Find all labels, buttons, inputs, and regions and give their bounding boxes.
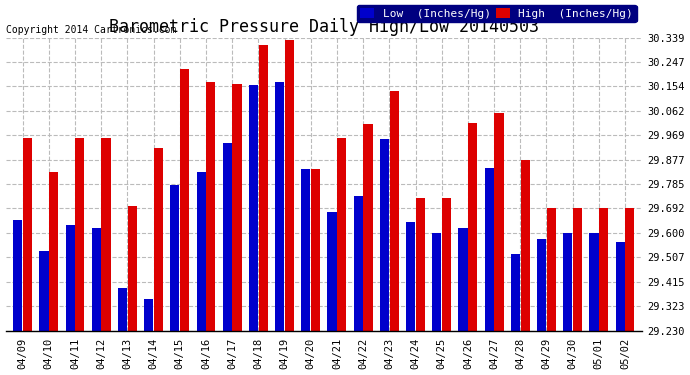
Bar (546, 208, 556, 330)
Bar (180, 69, 189, 330)
Bar (101, 138, 110, 330)
Bar (337, 138, 346, 330)
Bar (615, 242, 624, 330)
Bar (432, 233, 442, 330)
Bar (118, 288, 127, 330)
Bar (128, 206, 137, 330)
Legend: Low  (Inches/Hg), High  (Inches/Hg): Low (Inches/Hg), High (Inches/Hg) (357, 5, 637, 22)
Bar (537, 239, 546, 330)
Bar (170, 185, 179, 330)
Bar (197, 172, 206, 330)
Bar (364, 124, 373, 330)
Bar (589, 233, 599, 330)
Bar (311, 170, 320, 330)
Bar (406, 222, 415, 330)
Bar (302, 170, 310, 330)
Bar (206, 82, 215, 330)
Text: Copyright 2014 Cartronics.com: Copyright 2014 Cartronics.com (6, 25, 176, 34)
Bar (599, 208, 609, 330)
Bar (75, 138, 84, 330)
Bar (275, 82, 284, 330)
Title: Barometric Pressure Daily High/Low 20140503: Barometric Pressure Daily High/Low 20140… (109, 18, 539, 36)
Bar (458, 228, 468, 330)
Bar (468, 123, 477, 330)
Bar (416, 198, 425, 330)
Bar (144, 299, 153, 330)
Bar (484, 168, 494, 330)
Bar (13, 220, 22, 330)
Bar (442, 198, 451, 330)
Bar (494, 112, 504, 330)
Bar (49, 172, 58, 330)
Bar (66, 225, 75, 330)
Bar (380, 139, 389, 330)
Bar (390, 92, 399, 330)
Bar (39, 251, 48, 330)
Bar (154, 148, 163, 330)
Bar (223, 143, 232, 330)
Bar (23, 138, 32, 330)
Bar (354, 196, 363, 330)
Bar (625, 208, 635, 330)
Bar (511, 254, 520, 330)
Bar (249, 85, 258, 330)
Bar (328, 211, 337, 330)
Bar (520, 160, 530, 330)
Bar (233, 84, 241, 330)
Bar (285, 40, 294, 330)
Bar (573, 208, 582, 330)
Bar (92, 228, 101, 330)
Bar (259, 45, 268, 330)
Bar (563, 233, 573, 330)
